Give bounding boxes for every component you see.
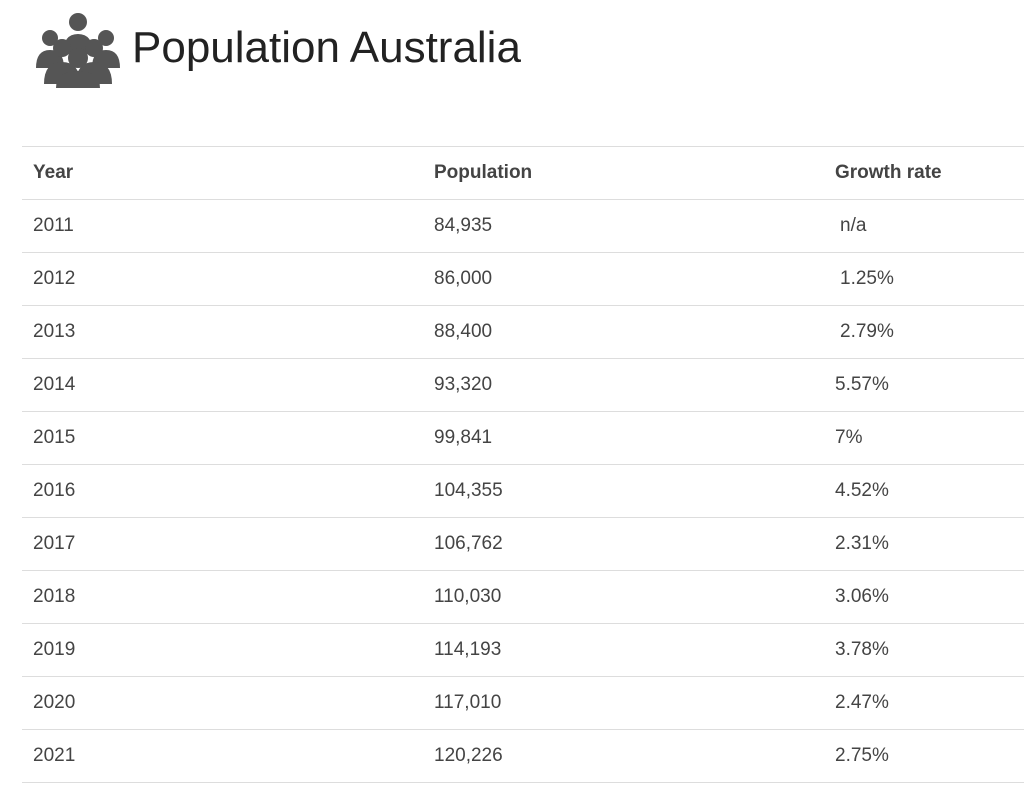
cell-year: 2021 — [22, 729, 423, 783]
cell-growth-rate: 7% — [824, 411, 1024, 465]
cell-year: 2011 — [22, 199, 423, 253]
cell-year: 2019 — [22, 623, 423, 677]
cell-population: 86,000 — [423, 252, 824, 306]
column-header-year: Year — [22, 146, 423, 200]
cell-population: 106,762 — [423, 517, 824, 571]
table-row: 2011 84,935 n/a — [22, 199, 1024, 253]
cell-year: 2018 — [22, 570, 423, 624]
cell-growth-rate: 3.78% — [824, 623, 1024, 677]
cell-year: 2020 — [22, 676, 423, 730]
cell-population: 110,030 — [423, 570, 824, 624]
cell-growth-rate: 2.47% — [824, 676, 1024, 730]
cell-population: 117,010 — [423, 676, 824, 730]
cell-year: 2013 — [22, 305, 423, 359]
table-row: 2021 120,226 2.75% — [22, 729, 1024, 783]
cell-growth-rate: 5.57% — [824, 358, 1024, 412]
cell-growth-rate: 2.31% — [824, 517, 1024, 571]
cell-population: 93,320 — [423, 358, 824, 412]
cell-population: 88,400 — [423, 305, 824, 359]
table-row: 2013 88,400 2.79% — [22, 305, 1024, 359]
cell-growth-rate: 2.75% — [824, 729, 1024, 783]
column-header-growth-rate: Growth rate — [824, 146, 1024, 200]
column-header-population: Population — [423, 146, 824, 200]
table-row: 2012 86,000 1.25% — [22, 252, 1024, 306]
cell-year: 2012 — [22, 252, 423, 306]
cell-growth-rate: n/a — [824, 199, 1024, 253]
cell-population: 84,935 — [423, 199, 824, 253]
cell-growth-rate: 1.25% — [824, 252, 1024, 306]
cell-growth-rate: 4.52% — [824, 464, 1024, 518]
table-header-row: Year Population Growth rate — [22, 146, 1024, 200]
table-row: 2016 104,355 4.52% — [22, 464, 1024, 518]
cell-year: 2015 — [22, 411, 423, 465]
table-row: 2019 114,193 3.78% — [22, 623, 1024, 677]
cell-population: 120,226 — [423, 729, 824, 783]
table-row: 2014 93,320 5.57% — [22, 358, 1024, 412]
table-row: 2018 110,030 3.06% — [22, 570, 1024, 624]
cell-year: 2014 — [22, 358, 423, 412]
people-group-icon — [36, 13, 120, 88]
cell-population: 114,193 — [423, 623, 824, 677]
cell-growth-rate: 3.06% — [824, 570, 1024, 624]
cell-growth-rate: 2.79% — [824, 305, 1024, 359]
cell-year: 2016 — [22, 464, 423, 518]
population-table: Year Population Growth rate 2011 84,935 n/… — [22, 146, 1024, 783]
table-row: 2015 99,841 7% — [22, 411, 1024, 465]
cell-population: 104,355 — [423, 464, 824, 518]
page-header: Population Australia — [32, 8, 521, 88]
table-row: 2017 106,762 2.31% — [22, 517, 1024, 571]
table-row: 2020 117,010 2.47% — [22, 676, 1024, 730]
cell-population: 99,841 — [423, 411, 824, 465]
page-title: Population Australia — [132, 23, 521, 72]
cell-year: 2017 — [22, 517, 423, 571]
